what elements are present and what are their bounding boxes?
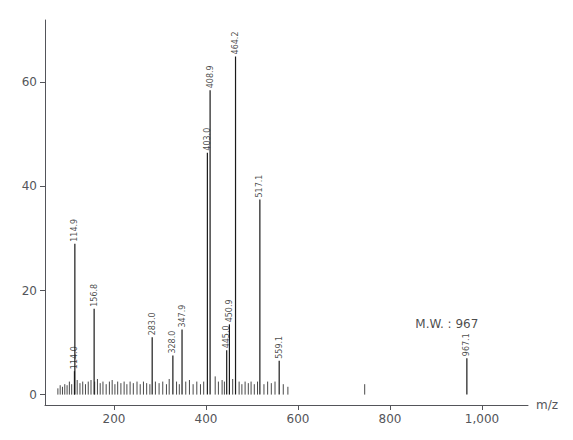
svg-text:1,000: 1,000 [465, 412, 499, 426]
svg-text:559.1: 559.1 [275, 336, 284, 359]
svg-text:156.8: 156.8 [90, 284, 99, 307]
svg-text:M.W. : 967: M.W. : 967 [415, 317, 478, 331]
svg-text:283.0: 283.0 [148, 312, 157, 335]
svg-text:328.0: 328.0 [168, 331, 177, 354]
svg-text:20: 20 [22, 284, 37, 298]
svg-text:114.0: 114.0 [70, 346, 79, 369]
svg-text:60: 60 [22, 75, 37, 89]
svg-text:0: 0 [29, 388, 37, 402]
svg-text:600: 600 [287, 412, 310, 426]
svg-text:347.9: 347.9 [178, 305, 187, 328]
svg-text:408.9: 408.9 [206, 65, 215, 88]
svg-text:m/z: m/z [536, 398, 558, 412]
svg-text:200: 200 [103, 412, 126, 426]
svg-text:445.0: 445.0 [222, 325, 231, 348]
svg-text:40: 40 [22, 179, 37, 193]
svg-text:800: 800 [379, 412, 402, 426]
svg-text:517.1: 517.1 [255, 175, 264, 198]
svg-text:967.1: 967.1 [462, 333, 471, 356]
svg-text:450.9: 450.9 [225, 299, 234, 322]
svg-text:114.9: 114.9 [70, 219, 79, 242]
svg-text:464.2: 464.2 [231, 32, 240, 55]
svg-text:400: 400 [195, 412, 218, 426]
svg-text:403.0: 403.0 [203, 128, 212, 151]
